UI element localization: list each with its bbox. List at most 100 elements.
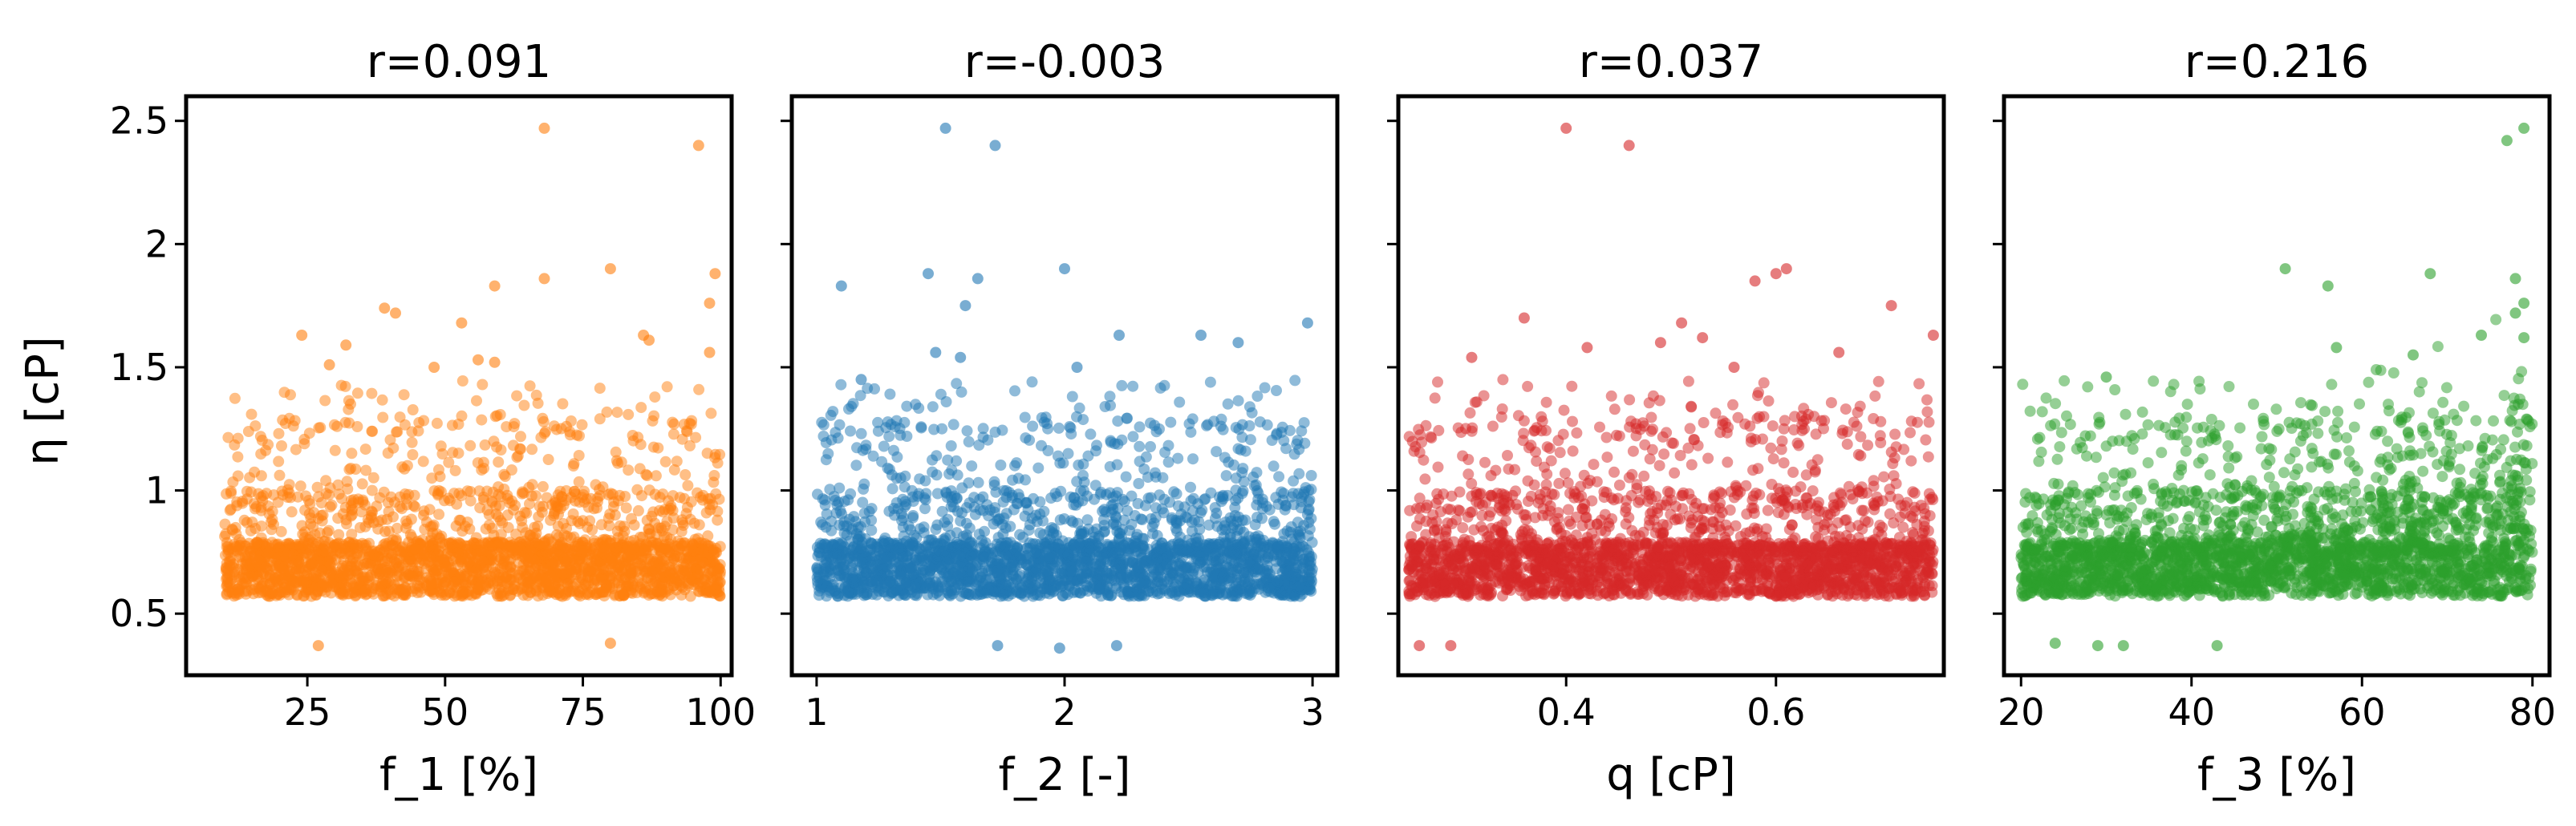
data-point: [339, 502, 351, 513]
data-point: [1023, 524, 1035, 536]
data-point: [563, 551, 575, 563]
data-point: [1116, 379, 1128, 391]
data-point: [249, 466, 261, 478]
data-point: [404, 569, 416, 581]
data-point: [1118, 496, 1130, 508]
data-point: [1101, 538, 1113, 550]
data-point: [1236, 431, 1248, 443]
data-point: [232, 470, 244, 482]
data-point: [434, 556, 446, 568]
data-point: [580, 580, 592, 592]
data-point: [899, 470, 911, 482]
data-point: [1210, 548, 1222, 559]
data-point: [233, 588, 245, 600]
data-point: [685, 551, 697, 563]
data-point: [477, 555, 489, 566]
point-cloud: [811, 122, 1318, 654]
data-point: [311, 586, 323, 597]
data-point: [1089, 493, 1100, 505]
data-point: [322, 556, 334, 568]
data-point: [351, 569, 363, 581]
data-point: [303, 549, 315, 561]
data-point: [252, 570, 264, 582]
data-point: [867, 450, 879, 462]
data-point: [440, 549, 452, 561]
data-point: [530, 570, 542, 582]
y-tick-label: 1: [145, 469, 168, 512]
data-point: [631, 557, 643, 569]
data-point: [245, 408, 258, 420]
data-point: [394, 501, 406, 512]
data-point: [927, 401, 939, 413]
data-point: [627, 587, 639, 599]
data-point: [977, 539, 989, 551]
data-point: [886, 469, 898, 481]
data-point: [665, 533, 676, 545]
data-point: [573, 450, 585, 461]
data-point: [901, 400, 913, 412]
data-point: [963, 497, 976, 509]
data-point: [505, 561, 517, 573]
data-point: [1222, 398, 1234, 410]
data-point: [564, 426, 576, 438]
data-point: [1146, 578, 1158, 590]
data-point: [589, 541, 601, 553]
data-point: [275, 525, 287, 537]
data-point: [704, 498, 716, 510]
data-point: [518, 399, 530, 411]
data-point: [489, 567, 501, 579]
data-point: [347, 537, 359, 549]
data-point: [320, 475, 332, 487]
data-point: [298, 575, 310, 587]
data-point: [956, 507, 968, 519]
data-point: [355, 506, 367, 518]
data-point: [500, 571, 512, 583]
data-point: [343, 403, 355, 415]
data-point: [325, 565, 337, 577]
data-point: [416, 582, 428, 594]
data-point: [491, 441, 502, 453]
data-point: [305, 512, 317, 524]
data-point: [1134, 440, 1146, 452]
x-tick-label: 75: [559, 690, 606, 734]
data-point: [379, 541, 391, 553]
data-point: [641, 514, 653, 526]
data-point: [604, 537, 616, 549]
data-point: [387, 511, 399, 523]
data-point: [381, 587, 393, 599]
data-point: [647, 506, 659, 518]
data-point: [1185, 481, 1196, 493]
data-point: [237, 496, 249, 507]
data-point: [654, 492, 666, 504]
data-point: [546, 536, 558, 548]
data-point: [232, 432, 244, 444]
data-point: [357, 496, 369, 508]
data-point: [273, 456, 285, 468]
data-point: [619, 573, 631, 585]
data-point: [612, 561, 624, 573]
data-point: [956, 482, 968, 494]
data-point: [530, 528, 542, 539]
data-point: [827, 406, 839, 418]
data-point: [704, 298, 716, 310]
data-point: [714, 559, 726, 571]
data-point: [1150, 471, 1162, 483]
data-point: [858, 483, 870, 495]
data-point: [679, 492, 690, 504]
data-point: [859, 516, 871, 528]
data-point: [443, 456, 455, 468]
data-point: [1104, 461, 1116, 472]
data-point: [626, 512, 638, 524]
data-point: [1244, 434, 1256, 446]
data-point: [947, 419, 959, 431]
data-point: [452, 419, 464, 430]
data-point: [313, 491, 325, 503]
data-point: [1170, 515, 1182, 526]
data-point: [697, 489, 709, 501]
data-point: [250, 500, 262, 512]
data-point: [351, 421, 363, 432]
data-point: [897, 521, 909, 533]
data-point: [365, 512, 377, 524]
data-point: [640, 468, 652, 480]
